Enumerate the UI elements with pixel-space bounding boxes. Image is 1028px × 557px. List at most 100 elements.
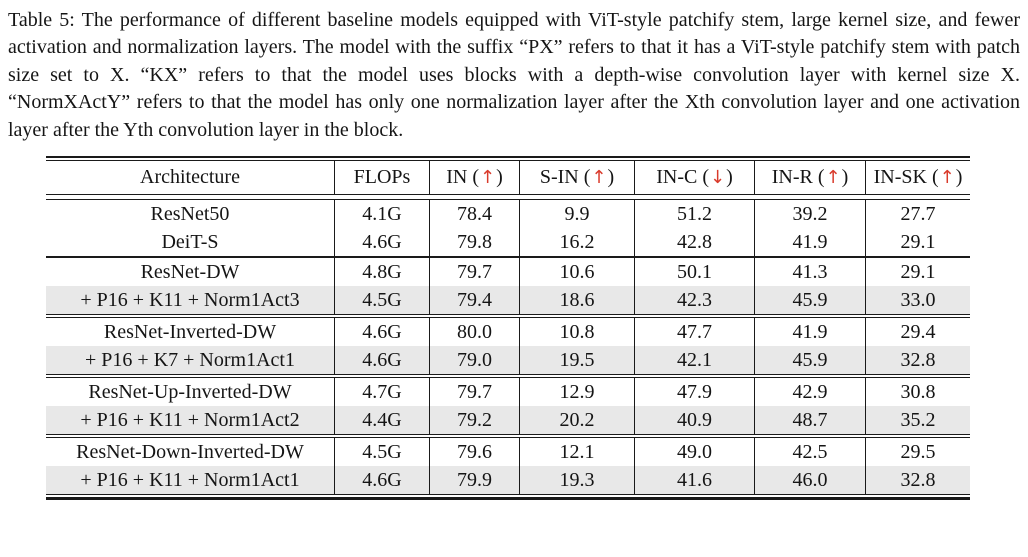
column-label: IN xyxy=(446,166,468,189)
value-cell: 4.6G xyxy=(335,346,430,375)
up-arrow-icon: ↑ xyxy=(939,166,955,188)
column-header-flops: FLOPs xyxy=(335,161,430,195)
table-bottom-rule xyxy=(46,494,970,501)
down-arrow-icon: ↓ xyxy=(710,166,726,188)
value-cell: 45.9 xyxy=(755,346,866,375)
column-header-in: IN (↑) xyxy=(430,161,520,195)
value-cell: 27.7 xyxy=(900,202,936,225)
paren-open: ( xyxy=(697,166,709,189)
value-cell: 41.6 xyxy=(635,466,755,495)
value-cell: 29.5 xyxy=(900,440,936,463)
caption-label: Table 5: xyxy=(8,9,82,31)
paren-close: ) xyxy=(955,166,963,189)
value-cell: 30.8 xyxy=(900,380,936,403)
value-cell: 18.6 xyxy=(520,286,635,315)
column-header-in-r: IN-R (↑) xyxy=(755,161,866,195)
table-row: ResNet-Inverted-DW 4.6G 80.0 10.8 47.7 41.9 29… xyxy=(46,318,970,347)
architecture-cell: + P16 + K11 + Norm1Act1 xyxy=(46,466,335,495)
column-header-in-c: IN-C (↓) xyxy=(635,161,755,195)
value-cell: 79.7 xyxy=(430,378,520,407)
paper-page: Table 5: The performance of different ba… xyxy=(0,0,1028,501)
paren-open: ( xyxy=(926,166,939,189)
value-cell: 12.1 xyxy=(520,438,635,467)
group-separator-rule xyxy=(46,256,970,259)
value-cell: 42.1 xyxy=(635,346,755,375)
value-cell: 35.2 xyxy=(900,408,936,431)
value-cell: 4.7G xyxy=(335,378,430,407)
group-separator-rule xyxy=(46,434,970,439)
table-caption: Table 5: The performance of different ba… xyxy=(0,0,1028,144)
value-cell: 79.7 xyxy=(430,258,520,287)
value-cell: 79.6 xyxy=(430,438,520,467)
table-row: DeiT-S 4.6G 79.8 16.2 42.8 41.9 29.1 xyxy=(46,228,970,257)
column-label: S-IN xyxy=(539,166,579,189)
group-separator-rule xyxy=(46,374,970,379)
paren-close: ) xyxy=(496,166,503,189)
column-label: FLOPs xyxy=(353,166,411,189)
value-cell: 78.4 xyxy=(430,200,520,229)
value-cell: 79.9 xyxy=(430,466,520,495)
column-label: IN-SK xyxy=(873,166,927,189)
table-row: + P16 + K11 + Norm1Act3 4.5G 79.4 18.6 42.3 4… xyxy=(46,286,970,315)
value-cell: 12.9 xyxy=(520,378,635,407)
value-cell: 42.8 xyxy=(635,228,755,257)
value-cell: 42.3 xyxy=(635,286,755,315)
column-header-in-sk: IN-SK (↑) xyxy=(866,161,970,194)
architecture-cell: + P16 + K7 + Norm1Act1 xyxy=(46,346,335,375)
value-cell: 4.5G xyxy=(335,286,430,315)
value-cell: 10.8 xyxy=(520,318,635,347)
paren-close: ) xyxy=(726,166,733,189)
architecture-cell: + P16 + K11 + Norm1Act2 xyxy=(46,406,335,435)
table-row: + P16 + K11 + Norm1Act1 4.6G 79.9 19.3 41.6 4… xyxy=(46,466,970,495)
value-cell: 41.9 xyxy=(755,318,866,347)
value-cell: 42.9 xyxy=(755,378,866,407)
value-cell: 47.9 xyxy=(635,378,755,407)
value-cell: 29.1 xyxy=(900,260,936,283)
value-cell: 20.2 xyxy=(520,406,635,435)
paren-open: ( xyxy=(467,166,479,189)
value-cell: 50.1 xyxy=(635,258,755,287)
value-cell: 32.8 xyxy=(900,468,936,491)
up-arrow-icon: ↑ xyxy=(591,166,607,188)
value-cell: 16.2 xyxy=(520,228,635,257)
table-row: ResNet-Down-Inverted-DW 4.5G 79.6 12.1 49.0 4… xyxy=(46,438,970,467)
value-cell: 79.4 xyxy=(430,286,520,315)
value-cell: 10.6 xyxy=(520,258,635,287)
architecture-cell: ResNet-Inverted-DW xyxy=(46,318,335,347)
value-cell: 51.2 xyxy=(635,200,755,229)
value-cell: 4.4G xyxy=(335,406,430,435)
value-cell: 39.2 xyxy=(755,200,866,229)
value-cell: 19.5 xyxy=(520,346,635,375)
table-row: ResNet-Up-Inverted-DW 4.7G 79.7 12.9 47.9 42.… xyxy=(46,378,970,407)
value-cell: 4.1G xyxy=(335,200,430,229)
value-cell: 42.5 xyxy=(755,438,866,467)
paren-open: ( xyxy=(578,166,591,189)
value-cell: 79.2 xyxy=(430,406,520,435)
value-cell: 4.6G xyxy=(335,318,430,347)
architecture-cell: ResNet-Up-Inverted-DW xyxy=(46,378,335,407)
architecture-cell: ResNet50 xyxy=(46,200,335,229)
value-cell: 41.9 xyxy=(755,228,866,257)
value-cell: 47.7 xyxy=(635,318,755,347)
architecture-cell: ResNet-DW xyxy=(46,258,335,287)
value-cell: 29.1 xyxy=(900,230,936,253)
up-arrow-icon: ↑ xyxy=(480,166,496,188)
column-label: IN-R xyxy=(771,166,813,189)
paren-open: ( xyxy=(812,166,825,189)
value-cell: 45.9 xyxy=(755,286,866,315)
table-row: ResNet-DW 4.8G 79.7 10.6 50.1 41.3 29.1 xyxy=(46,258,970,287)
value-cell: 29.4 xyxy=(900,320,936,343)
value-cell: 32.8 xyxy=(900,348,936,371)
paren-close: ) xyxy=(841,166,849,189)
architecture-cell: DeiT-S xyxy=(46,228,335,257)
value-cell: 79.8 xyxy=(430,228,520,257)
up-arrow-icon: ↑ xyxy=(825,166,841,188)
value-cell: 79.0 xyxy=(430,346,520,375)
architecture-cell: ResNet-Down-Inverted-DW xyxy=(46,438,335,467)
value-cell: 4.6G xyxy=(335,466,430,495)
architecture-cell: + P16 + K11 + Norm1Act3 xyxy=(46,286,335,315)
paren-close: ) xyxy=(607,166,615,189)
value-cell: 80.0 xyxy=(430,318,520,347)
table-header-row: Architecture FLOPs IN (↑) S-IN (↑) IN-C (↓) I… xyxy=(46,161,970,195)
value-cell: 40.9 xyxy=(635,406,755,435)
